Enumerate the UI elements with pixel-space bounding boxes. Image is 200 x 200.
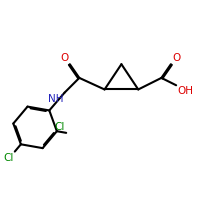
Text: NH: NH xyxy=(48,94,64,104)
Text: Cl: Cl xyxy=(55,122,65,132)
Text: OH: OH xyxy=(177,86,193,96)
Text: O: O xyxy=(172,53,180,63)
Text: Cl: Cl xyxy=(3,153,14,163)
Text: O: O xyxy=(60,53,68,63)
